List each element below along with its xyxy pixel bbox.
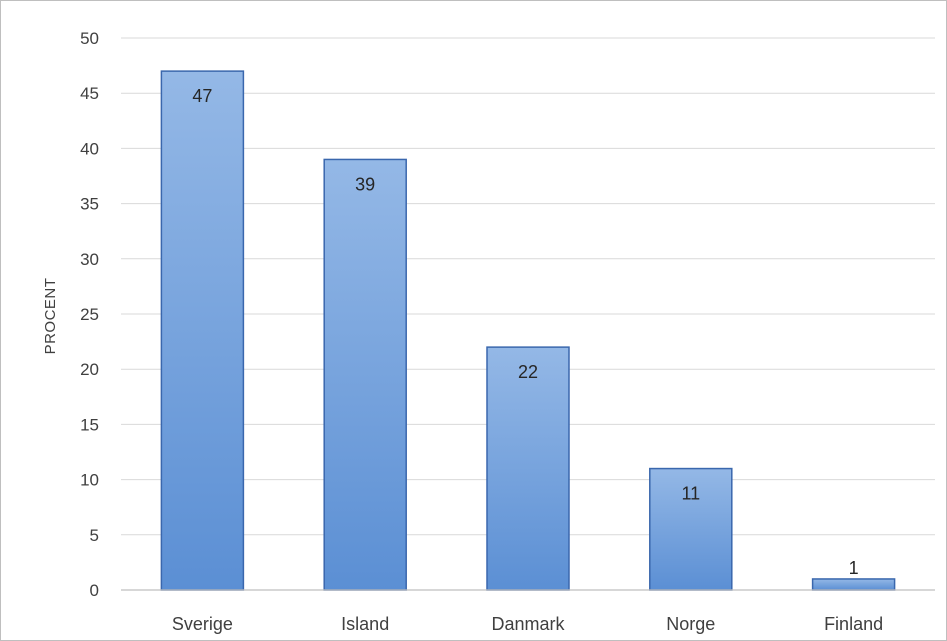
- y-tick-label: 45: [80, 84, 99, 103]
- data-label: 22: [518, 362, 538, 382]
- bar-island: [323, 158, 407, 591]
- y-tick-label: 40: [80, 139, 99, 158]
- bar-sverige: [160, 70, 245, 591]
- x-category-label: Finland: [824, 614, 883, 634]
- bar-danmark: [486, 346, 570, 591]
- y-tick-label: 15: [80, 415, 99, 434]
- y-tick-label: 30: [80, 250, 99, 269]
- y-tick-label: 35: [80, 195, 99, 214]
- x-category-label: Danmark: [491, 614, 565, 634]
- y-tick-label: 0: [90, 581, 99, 600]
- x-category-label: Island: [341, 614, 389, 634]
- x-category-label: Sverige: [172, 614, 233, 634]
- data-label: 47: [192, 86, 212, 106]
- y-tick-label: 50: [80, 29, 99, 48]
- y-tick-label: 20: [80, 360, 99, 379]
- y-tick-label: 10: [80, 471, 99, 490]
- data-label: 11: [681, 484, 700, 504]
- y-axis-title: PROCENT: [42, 278, 59, 355]
- y-axis-ticks: 0 5 10 15 20 25 30 35 40 45 50: [80, 29, 99, 600]
- y-tick-label: 5: [90, 526, 99, 545]
- bar-norge: [649, 467, 733, 591]
- x-category-label: Norge: [666, 614, 715, 634]
- y-tick-label: 25: [80, 305, 99, 324]
- data-label: 1: [849, 558, 859, 578]
- gridlines: [121, 37, 935, 536]
- x-axis: Sverige Island Danmark Norge Finland: [121, 589, 935, 634]
- data-label: 39: [355, 174, 375, 194]
- bars: [160, 70, 896, 591]
- bar-finland: [811, 578, 896, 591]
